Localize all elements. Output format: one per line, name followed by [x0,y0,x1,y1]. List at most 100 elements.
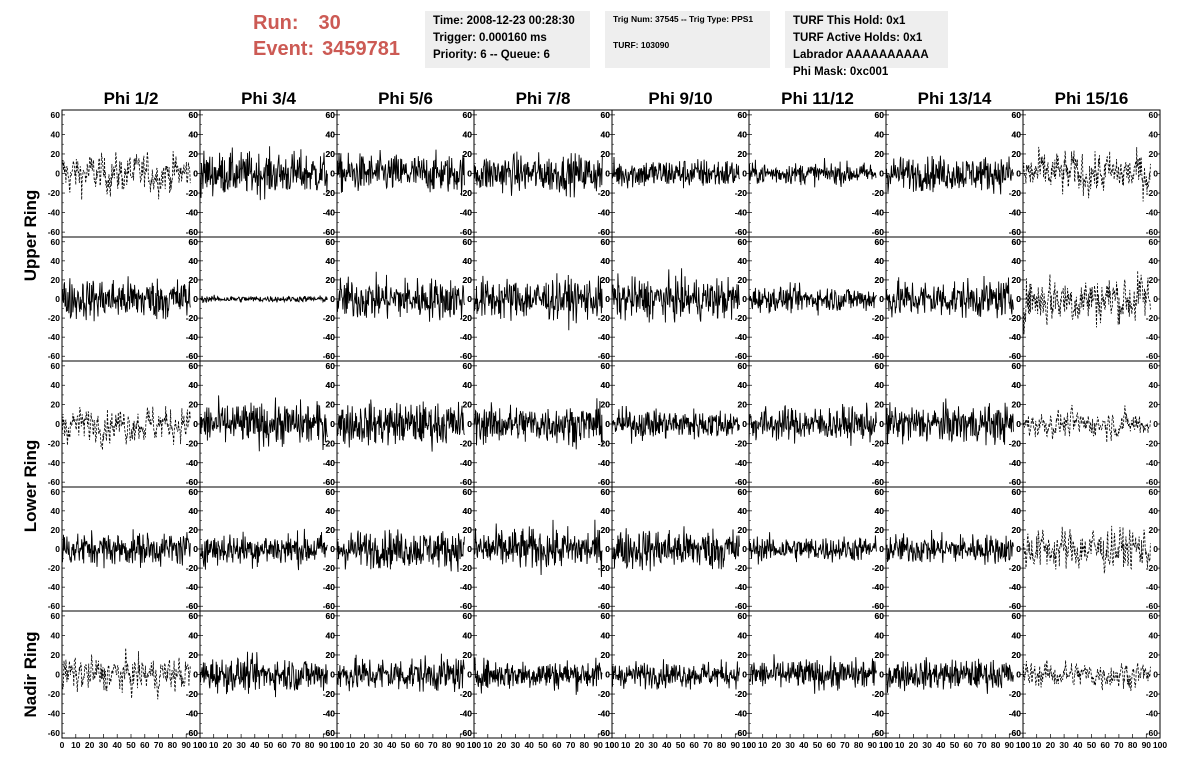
y-tick-label: -40 [872,458,885,468]
x-tick-label: 20 [909,740,919,750]
y-tick-label: 0 [605,419,610,429]
y-tick-label: 60 [1012,487,1022,497]
x-tick-label: 10 [71,740,81,750]
ring-label: Nadir Ring [21,632,40,718]
y-tick-label: 20 [875,149,885,159]
y-tick-label: 60 [189,361,199,371]
y-tick-label: -40 [186,709,199,719]
y-tick-label: 60 [51,237,61,247]
y-tick-label: 20 [601,650,611,660]
y-tick-label: -60 [323,477,336,487]
y-tick-label: 20 [1012,275,1022,285]
y-tick-label: 20 [601,275,611,285]
y-tick-label: 0 [330,670,335,680]
y-tick-label: -20 [323,689,336,699]
y-tick-label: 40 [875,630,885,640]
y-tick-label: 20 [463,275,473,285]
waveform-trace [748,282,877,316]
y-tick-label: -40 [735,458,748,468]
y-tick-label: -60 [323,728,336,738]
y-tick-label: 40 [189,129,199,139]
y-tick-label: 0 [605,294,610,304]
y-tick-label: 0 [330,294,335,304]
y-tick-label: -40 [735,709,748,719]
y-tick-label: 0 [467,294,472,304]
y-tick-label: 60 [601,611,611,621]
y-tick-label: 20 [326,650,336,660]
x-tick-label: 0 [335,740,340,750]
x-tick-label: 10 [895,740,905,750]
y-tick-label: 40 [601,256,611,266]
x-tick-label: 90 [1005,740,1015,750]
y-tick-label: 0 [1153,544,1158,554]
y-tick-label: 0 [467,419,472,429]
x-tick-label: 80 [168,740,178,750]
y-tick-label: 40 [738,630,748,640]
y-tick-label: 60 [1012,110,1022,120]
y-tick-label: 20 [326,400,336,410]
y-tick-label: 60 [1149,611,1159,621]
y-tick-label: 20 [189,525,199,535]
y-tick-label: -40 [598,208,611,218]
y-tick-label: -40 [735,582,748,592]
y-tick-label: 60 [738,487,748,497]
panel-frame [61,610,201,739]
y-tick-label: -60 [1146,227,1159,237]
y-tick-label: 60 [51,611,61,621]
y-tick-label: 60 [189,611,199,621]
y-tick-label: -20 [872,313,885,323]
y-tick-label: 40 [601,380,611,390]
y-tick-label: 20 [326,400,336,410]
y-tick-label: 0 [605,670,610,680]
y-tick-label: -60 [1009,601,1022,611]
x-tick-label: 40 [250,740,260,750]
y-tick-label: 40 [738,380,748,390]
y-tick-label: -20 [460,313,473,323]
y-tick-label: 40 [463,506,473,516]
y-tick-label: -20 [48,438,61,448]
waveform-trace [1022,660,1151,691]
y-tick-label: -40 [1009,208,1022,218]
y-tick-label: 40 [1012,506,1022,516]
y-tick-label: -60 [598,477,611,487]
y-tick-label: 60 [189,237,199,247]
y-tick-label: 40 [463,129,473,139]
y-tick-label: -20 [460,438,473,448]
y-tick-label: 0 [1016,294,1021,304]
x-tick-label: 90 [731,740,741,750]
y-tick-label: 60 [326,611,336,621]
y-tick-label: 40 [189,506,199,516]
x-tick-label: 100 [1016,740,1030,750]
x-tick-label: 30 [922,740,932,750]
y-tick-label: 20 [1149,275,1159,285]
y-tick-label: 40 [1149,129,1159,139]
x-tick-label: 50 [126,740,136,750]
y-tick-label: 40 [601,129,611,139]
y-tick-label: -40 [323,208,336,218]
y-tick-label: -60 [1009,227,1022,237]
x-tick-label: 0 [472,740,477,750]
y-tick-label: 40 [189,256,199,266]
y-tick-label: 0 [55,544,60,554]
y-tick-label: 60 [875,611,885,621]
x-tick-label: 70 [1114,740,1124,750]
x-tick-label: 60 [1100,740,1110,750]
y-tick-label: -60 [460,601,473,611]
waveform-trace [61,647,191,700]
y-tick-label: 60 [738,237,748,247]
y-tick-label: 0 [1016,419,1021,429]
waveform-trace [748,532,877,565]
y-tick-label: 20 [738,650,748,660]
x-tick-label: 70 [977,740,987,750]
waveform-trace [611,405,740,444]
y-tick-label: -40 [598,709,611,719]
x-tick-label: 40 [936,740,946,750]
y-tick-label: 60 [601,361,611,371]
y-tick-label: -60 [48,477,61,487]
y-tick-label: 40 [738,256,748,266]
y-tick-label: -60 [460,227,473,237]
x-tick-label: 90 [319,740,329,750]
y-tick-label: -60 [872,351,885,361]
column-header: Phi 7/8 [516,89,571,108]
